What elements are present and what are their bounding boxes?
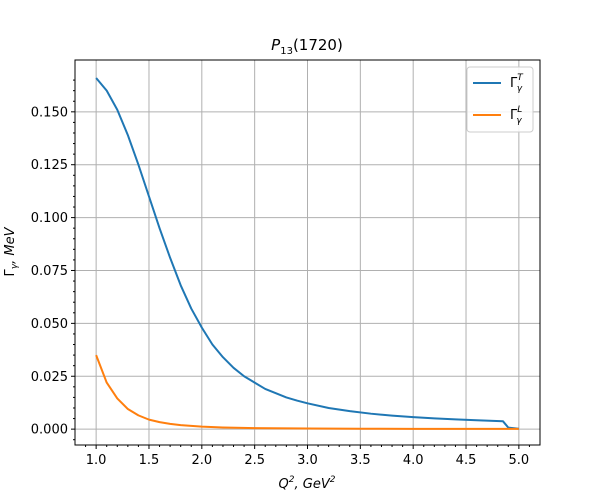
y-tick-label: 0.150	[31, 105, 68, 120]
ticks: 1.0 1.5 2.0 2.5 3.0 3.5 4.0 4.5 5.0 0.000 0.025 0.0…	[31, 79, 530, 468]
legend-item-longitudinal: ΓL γ	[473, 105, 522, 126]
y-tick-label: 0.050	[31, 317, 68, 332]
y-tick-label: 0.100	[31, 211, 68, 226]
y-axis-label: Γγ, MeV	[3, 226, 20, 276]
chart-title: P13(1720)	[271, 36, 343, 57]
legend-box	[466, 66, 534, 133]
y-tick-label: 0.025	[31, 370, 68, 385]
x-axis-label: Q2, GeV2	[279, 475, 336, 492]
plot-lines	[95, 77, 519, 430]
y-tick-label: 0.000	[31, 423, 68, 438]
series-line-transverse	[95, 77, 519, 430]
legend: ΓT γ ΓL γ	[466, 66, 534, 133]
x-tick-label: 1.0	[86, 453, 107, 468]
series-line-longitudinal	[95, 354, 519, 430]
legend-label-longitudinal: ΓL γ	[510, 105, 522, 126]
x-tick-label: 4.5	[456, 453, 477, 468]
x-tick-label: 2.0	[191, 453, 212, 468]
y-tick-label: 0.075	[31, 264, 68, 279]
x-tick-label: 3.5	[350, 453, 371, 468]
x-tick-label: 5.0	[509, 453, 530, 468]
legend-label-transverse: ΓT γ	[510, 73, 524, 94]
x-tick-label: 2.5	[244, 453, 265, 468]
x-tick-label: 3.0	[297, 453, 318, 468]
y-tick-label: 0.125	[31, 158, 68, 173]
legend-item-transverse: ΓT γ	[473, 73, 524, 94]
x-tick-label: 4.0	[403, 453, 424, 468]
x-tick-label: 1.5	[139, 453, 160, 468]
